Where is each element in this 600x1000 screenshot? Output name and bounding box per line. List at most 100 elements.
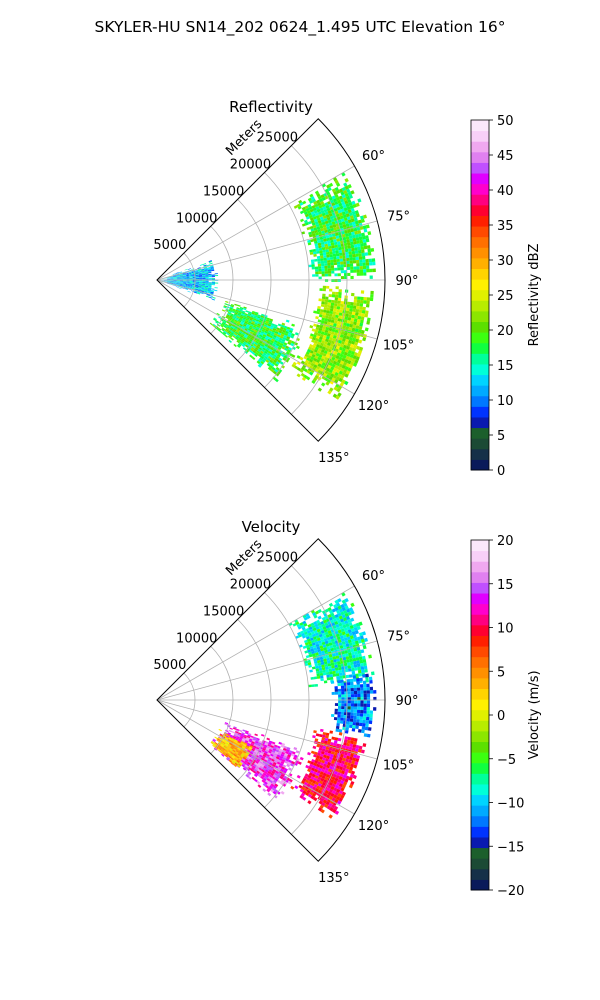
radar-gate [328, 182, 334, 188]
radar-gate [321, 196, 326, 201]
radar-gate [338, 188, 344, 193]
radar-gate [304, 660, 308, 664]
radar-gate [341, 230, 345, 235]
radar-gate [265, 747, 270, 751]
radar-gate [271, 756, 276, 761]
radar-gate [237, 733, 241, 737]
radar-gate [314, 203, 319, 208]
radar-gate [357, 650, 362, 654]
radar-gate [366, 268, 370, 273]
radar-gate [344, 761, 349, 766]
radar-gate [276, 754, 281, 758]
radar-gate [314, 641, 319, 645]
radar-gate [211, 274, 215, 276]
radar-gate [254, 748, 259, 752]
radar-gate [268, 740, 273, 744]
radar-gate [363, 300, 367, 304]
radar-gate [266, 772, 271, 777]
radar-gate [259, 345, 264, 349]
radar-gate [318, 800, 323, 805]
radar-gate [351, 631, 356, 636]
radar-gate [236, 314, 241, 318]
radar-gate [277, 339, 282, 343]
radar-gate [305, 655, 310, 659]
radar-gate [199, 277, 203, 279]
radar-gate [321, 273, 325, 277]
radar-gate [257, 323, 261, 327]
radar-gate [262, 783, 267, 787]
radar-gate [347, 611, 352, 616]
radar-gate [304, 205, 309, 210]
radar-gate [282, 344, 287, 348]
radar-gate [286, 349, 291, 353]
radar-gate [347, 184, 352, 189]
radar-gate [327, 330, 332, 335]
radar-gate [270, 772, 275, 777]
radar-gate [368, 258, 373, 263]
radar-gate [205, 274, 209, 277]
radar-gate [334, 737, 339, 741]
radar-gate [240, 334, 244, 339]
radar-gate [304, 353, 309, 358]
radar-gate [342, 224, 347, 228]
radar-gate [310, 238, 314, 243]
radar-gate [331, 247, 336, 252]
radar-gate [333, 604, 338, 609]
radar-gate [307, 787, 313, 792]
radar-gate [170, 278, 174, 279]
radar-gate [201, 268, 205, 270]
radar-gate [244, 741, 248, 745]
radar-gate [333, 262, 338, 266]
radar-gate [347, 317, 352, 321]
radar-gate [311, 624, 316, 629]
radar-gate [272, 354, 277, 358]
radar-gate [350, 350, 355, 356]
radar-gate [311, 650, 315, 655]
radar-gate [356, 318, 361, 323]
radar-gate [338, 797, 344, 802]
radar-gate [319, 728, 324, 732]
radar-gate [365, 224, 370, 229]
radar-gate [324, 263, 328, 266]
radar-gate [354, 630, 359, 635]
radar-gate [355, 259, 360, 264]
radar-gate [250, 749, 255, 753]
radar-gate [176, 276, 180, 278]
radar-gate [208, 283, 212, 285]
radar-gate [272, 334, 277, 338]
radar-gate [242, 737, 247, 740]
radar-gate [351, 760, 356, 765]
radar-gate [310, 761, 315, 766]
radar-gate [366, 706, 370, 711]
radar-gate [262, 319, 266, 323]
radar-gate [271, 781, 276, 786]
radar-gate [239, 336, 243, 340]
radar-gate [295, 750, 300, 754]
radar-gate [337, 605, 342, 610]
colorbar-swatch [471, 550, 489, 562]
radar-gate [340, 267, 344, 271]
colorbar-swatch [471, 459, 489, 471]
radar-gate [373, 696, 377, 701]
radar-gate [327, 750, 332, 754]
radar-gate [170, 276, 174, 278]
radar-gate [228, 310, 232, 314]
radar-gate [267, 750, 272, 754]
radar-gate [301, 376, 307, 381]
radar-gate [185, 272, 189, 274]
radar-gate [257, 353, 262, 358]
radar-gate [340, 611, 345, 616]
radar-gate [363, 297, 367, 301]
range-tick-label: 10000 [176, 631, 217, 646]
radar-gate [316, 778, 321, 783]
radar-gate [344, 665, 348, 670]
radar-gate [331, 736, 336, 740]
radar-gate [320, 762, 325, 767]
radar-gate [185, 273, 189, 275]
radar-gate [357, 700, 361, 704]
radar-gate [332, 311, 337, 315]
radar-gate [189, 278, 193, 280]
radar-gate [296, 355, 301, 359]
radar-gate [271, 741, 276, 745]
range-tick-label: 10000 [176, 211, 217, 226]
